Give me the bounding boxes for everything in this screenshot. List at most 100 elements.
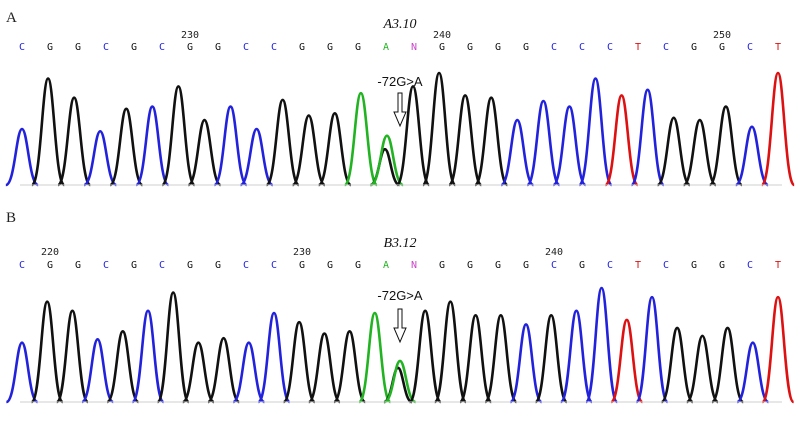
trace-peak (343, 91, 379, 187)
sample-title: A3.10 (382, 17, 416, 32)
position-number: 250 (713, 30, 731, 41)
base-call: G (467, 42, 473, 53)
base-call: G (131, 42, 137, 53)
trace-peak (509, 323, 543, 404)
trace-peak (5, 127, 39, 187)
base-call: G (439, 42, 445, 53)
position-numbers: 230 240 250 (181, 30, 731, 41)
trace-peak (160, 85, 196, 187)
base-call: C (159, 42, 165, 53)
trace-peak (332, 330, 367, 404)
trace-peaks (5, 71, 796, 187)
base-call: C (747, 42, 753, 53)
trace-peak (483, 314, 518, 404)
trace-peak (108, 107, 144, 187)
base-call: N (411, 42, 417, 53)
trace-peak (578, 77, 613, 187)
base-call: C (271, 260, 277, 271)
trace-peak (55, 309, 90, 404)
trace-peak (80, 337, 115, 404)
base-call: G (327, 42, 333, 53)
base-call: G (355, 42, 361, 53)
trace-peak (383, 359, 417, 404)
trace-peak (131, 309, 165, 404)
trace-peak (735, 341, 770, 404)
position-number: 240 (545, 247, 563, 258)
trace-peak (395, 85, 431, 187)
base-call: C (663, 260, 669, 271)
trace-peak (317, 112, 353, 187)
trace-peak (660, 326, 695, 404)
trace-peak (134, 105, 170, 187)
base-call: G (47, 260, 53, 271)
base-call: G (75, 42, 81, 53)
base-call: C (551, 42, 557, 53)
trace-peak (534, 314, 569, 404)
trace-peak (105, 330, 140, 404)
trace-peak (5, 341, 39, 404)
panel-b: B B3.12 220 230 240 C G G C G C G G C C G G G A N G G G G C G C… (5, 210, 795, 404)
mutation-label: -72G>A (377, 288, 422, 303)
base-call: C (607, 42, 613, 53)
down-arrow-icon (393, 92, 407, 128)
trace-peak (499, 118, 535, 187)
trace-peak (447, 94, 483, 187)
base-call: G (327, 260, 333, 271)
position-numbers: 220 230 240 (41, 247, 563, 258)
trace-peak (282, 320, 317, 404)
base-call: C (747, 260, 753, 271)
base-call: C (607, 260, 613, 271)
trace-peak (291, 114, 327, 187)
trace-peak (685, 334, 720, 404)
trace-peak (206, 336, 241, 404)
trace-peaks (5, 286, 795, 404)
base-call: G (215, 260, 221, 271)
position-number: 240 (433, 30, 451, 41)
trace-peak (239, 127, 274, 187)
base-call: C (103, 260, 109, 271)
trace-peak (630, 88, 666, 187)
mutation-label: -72G>A (377, 74, 422, 89)
trace-peak (760, 71, 796, 187)
base-call: G (719, 260, 725, 271)
trace-peak (710, 326, 745, 404)
position-number: 230 (181, 30, 199, 41)
base-call: G (579, 260, 585, 271)
trace-peak (584, 286, 619, 404)
trace-peak (656, 116, 692, 187)
base-call: T (635, 42, 641, 53)
base-call: G (719, 42, 725, 53)
trace-peak (357, 311, 392, 404)
base-call: N (411, 260, 417, 271)
trace-peak (408, 309, 443, 404)
trace-peak (525, 99, 561, 187)
trace-peak (458, 314, 493, 404)
base-call: G (47, 42, 53, 53)
trace-peak (682, 118, 718, 187)
trace-peak (635, 295, 669, 404)
panel-letter: A (6, 10, 17, 26)
trace-peak (30, 300, 65, 404)
base-call: C (551, 260, 557, 271)
position-number: 230 (293, 247, 311, 258)
trace-peak (307, 332, 342, 404)
trace-peak (56, 96, 92, 187)
base-call: G (523, 260, 529, 271)
base-call: G (187, 260, 193, 271)
base-call: T (635, 260, 641, 271)
trace-peak (83, 129, 118, 187)
base-call: G (299, 260, 305, 271)
base-call: C (271, 42, 277, 53)
base-call: G (495, 260, 501, 271)
base-call: A (383, 260, 389, 271)
trace-peak (604, 94, 640, 187)
trace-peak (559, 309, 594, 404)
panel-letter: B (6, 210, 16, 226)
trace-peak (187, 118, 222, 187)
base-call: G (299, 42, 305, 53)
trace-peak (156, 291, 191, 404)
base-call: C (579, 42, 585, 53)
trace-peak (231, 341, 266, 404)
